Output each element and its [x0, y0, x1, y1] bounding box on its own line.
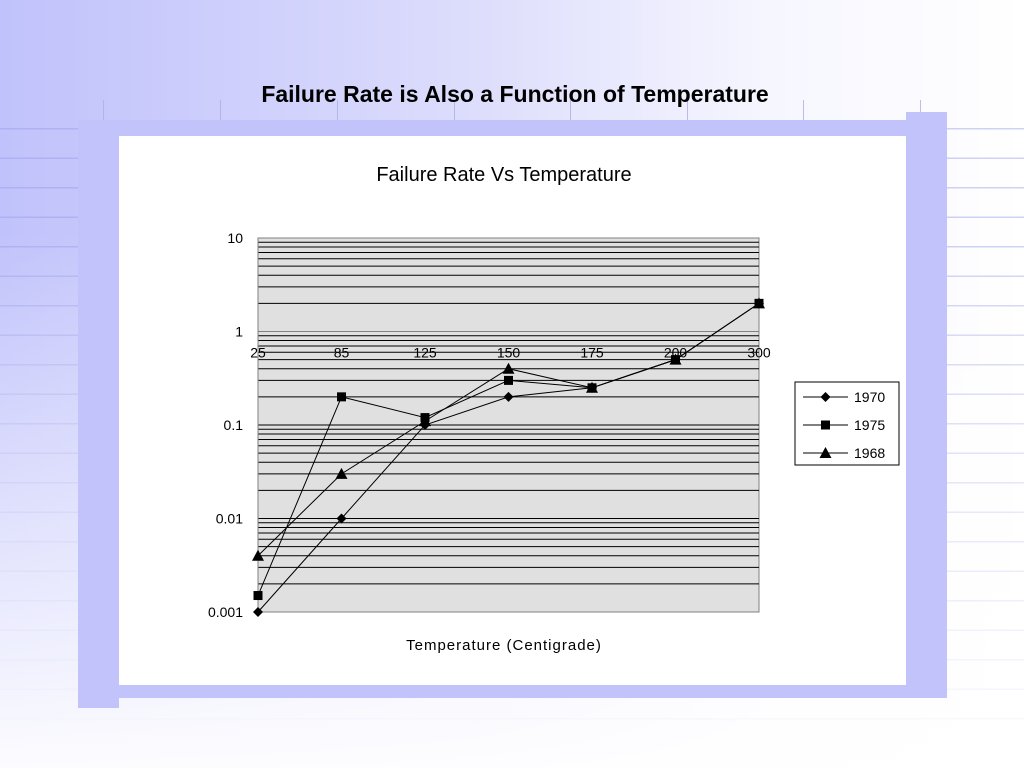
- series-1968: [252, 297, 765, 561]
- x-tick-label: 200: [664, 345, 688, 361]
- chart-frame-bottom: [119, 685, 947, 698]
- data-point: [253, 591, 263, 601]
- legend: 1970 1975 1968: [794, 381, 900, 466]
- y-tick-label: 1: [235, 324, 243, 340]
- legend-item: 1975: [803, 417, 885, 433]
- data-point: [586, 381, 598, 393]
- legend-marker: [819, 447, 832, 458]
- x-axis-labels: 25 85 125 150 175 200 300: [250, 331, 771, 361]
- data-point: [335, 467, 348, 479]
- legend-box: [794, 381, 900, 466]
- y-axis-labels: 10 1 0.1 0.01 0.001: [208, 230, 243, 620]
- data-point: [504, 375, 513, 385]
- y-tick-label: 0.01: [216, 511, 243, 527]
- slide-title: Failure Rate is Also a Function of Tempe…: [261, 81, 769, 107]
- x-tick-label: 150: [497, 345, 521, 361]
- data-point: [502, 362, 515, 374]
- y-tick-label: 10: [227, 230, 243, 246]
- data-point: [419, 415, 431, 427]
- chart-frame-right: [906, 112, 947, 698]
- x-tick-label: 125: [413, 345, 437, 361]
- legend-label: 1970: [854, 389, 885, 405]
- data-point: [753, 297, 765, 309]
- x-axis-title: Temperature (Centigrade): [406, 637, 602, 654]
- data-point: [253, 607, 263, 617]
- legend-marker: [821, 420, 830, 430]
- legend-label: 1975: [854, 417, 885, 433]
- y-tick-label: 0.001: [208, 604, 243, 620]
- y-tick-label: 0.1: [224, 417, 244, 433]
- x-tick-label: 300: [747, 345, 771, 361]
- legend-item: 1970: [803, 389, 885, 405]
- legend-marker: [820, 392, 831, 402]
- series-group: [252, 297, 765, 617]
- x-tick-label: 85: [334, 345, 350, 361]
- chart-frame-left: [78, 120, 119, 708]
- x-tick-label: 25: [250, 345, 266, 361]
- legend-item: 1968: [803, 445, 885, 461]
- data-point: [669, 353, 682, 365]
- data-point: [252, 549, 264, 561]
- chart-frame-top: [78, 120, 908, 136]
- data-point: [337, 392, 346, 402]
- chart-title: Failure Rate Vs Temperature: [376, 164, 631, 186]
- data-point: [503, 391, 514, 402]
- data-point: [336, 513, 347, 524]
- x-tick-label: 175: [580, 345, 604, 361]
- legend-label: 1968: [854, 445, 885, 461]
